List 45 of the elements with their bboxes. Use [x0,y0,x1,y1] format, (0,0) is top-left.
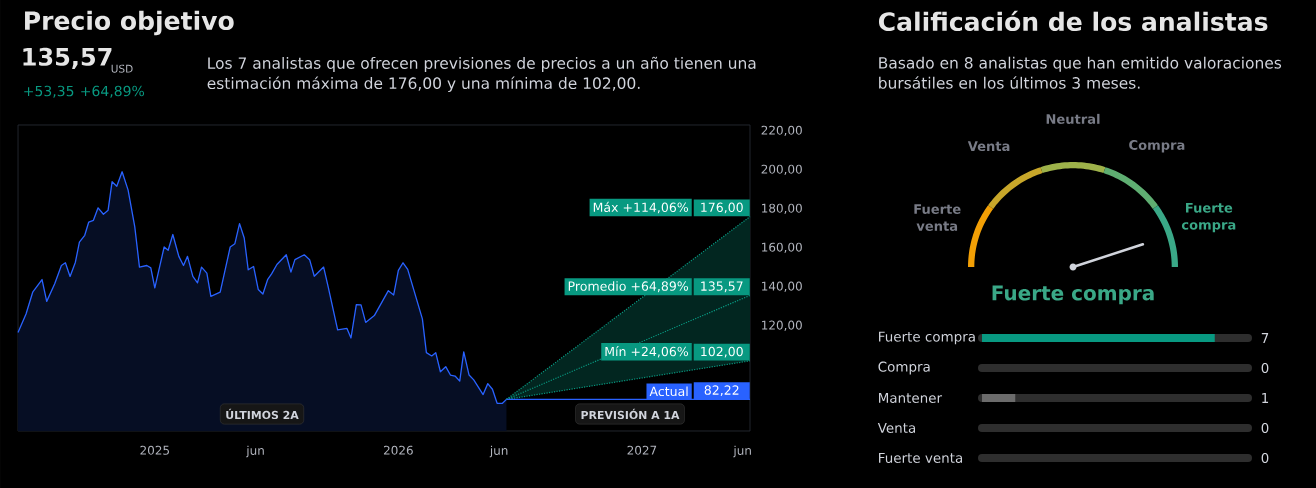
chart-title: Precio objetivo [25,10,234,36]
y-tick-label: Fuerte compra [879,331,975,345]
slice-label: Compra [1129,140,1185,153]
x-tick-label: 2025 [140,445,170,455]
data-label: 7 [1261,333,1269,343]
y-tick-label: Fuerte venta [879,452,963,463]
x-tick-label: jun [489,445,508,458]
data-label: 0 [1261,452,1269,464]
y-tick-label: 220,00 [761,125,802,136]
text: Los 7 analistas que ofrecen previsiones de precios a un año tienen una estimación máxima de 176,00 y una mínima de 102,00. [207,56,756,93]
legend-label: Actual [649,386,688,397]
annotation: 102,00 [701,346,743,358]
y-tick-label: Compra [878,361,930,375]
y-tick-label: Mantener [879,392,943,403]
x-tick-label: 2027 [627,445,657,455]
text: +64,89% [81,85,145,98]
annotation: PREVISIÓN A 1A [581,408,680,420]
data-label: 1 [1262,393,1269,403]
y-tick-label: 140,00 [762,281,802,292]
legend-label: Máx +114,06% [593,201,689,214]
x-tick-label: 2026 [383,445,413,455]
annotation: 82,22 [704,385,739,397]
chart-title: Calificación de los analistas [878,10,1268,32]
y-tick-label: 180,00 [762,203,802,214]
chart-subtitle: Basado en 8 analistas que han emitido valoraciones bursátiles en los últimos 3 meses. [879,56,1282,89]
y-tick-label: 160,00 [762,242,802,253]
slice-label: Neutral [1046,113,1100,124]
chart-subtitle: 135,57 [23,47,112,69]
slice-label: Venta [967,141,1010,152]
legend-label: Promedio +64,89% [568,281,689,293]
y-tick-label: 200,00 [761,164,802,175]
slice-label: Fuerte compra [1181,203,1236,233]
x-tick-label: jun [246,445,264,458]
annotation: ÚLTIMOS 2A [226,408,299,420]
legend-label: Mín +24,06% [605,346,689,358]
data-label: 0 [1261,422,1269,434]
annotation: 135,57 [701,281,743,293]
text: USD [111,64,133,73]
text: Fuerte compra [992,285,1154,305]
x-tick-label: jun [733,445,751,458]
annotation: 176,00 [701,202,743,214]
data-label: 0 [1261,362,1269,374]
text: +53,35 [24,85,74,98]
y-tick-label: Venta [877,422,916,433]
y-tick-label: 120,00 [762,320,802,331]
